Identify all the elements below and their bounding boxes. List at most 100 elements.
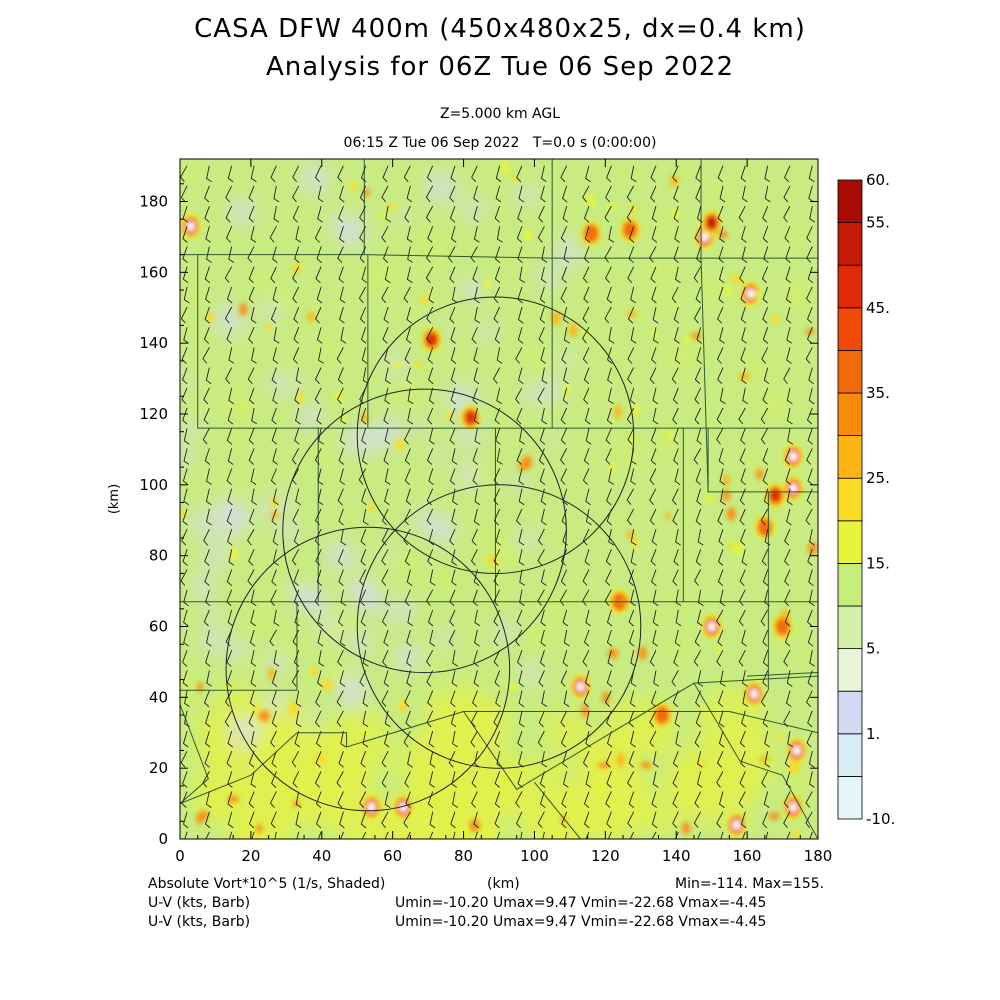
wind-barb	[251, 488, 258, 506]
wind-barb	[650, 266, 657, 284]
wind-barb	[247, 569, 255, 586]
wind-barb	[337, 246, 344, 263]
wind-barb	[718, 528, 724, 546]
wind-barb	[361, 407, 367, 425]
wind-barb	[403, 427, 411, 445]
wind-barb	[740, 165, 746, 183]
colorbar-label: 5.	[866, 640, 880, 658]
wind-barb	[339, 286, 346, 304]
wind-barb	[517, 306, 524, 324]
texture-patch	[547, 434, 561, 448]
wind-barb	[248, 791, 255, 809]
wind-barb	[516, 609, 523, 627]
wind-barb	[271, 751, 277, 768]
wind-barb	[381, 609, 389, 627]
wind-barb	[225, 629, 233, 647]
wind-barb	[785, 286, 792, 304]
wind-barb	[786, 327, 792, 344]
wind-barb	[494, 327, 501, 344]
wind-barb	[672, 569, 679, 586]
wind-barb	[539, 650, 546, 667]
wind-barb	[450, 710, 457, 728]
field-texture	[180, 161, 818, 839]
wind-barb	[784, 528, 791, 546]
texture-patch	[349, 633, 372, 655]
wind-barb	[515, 508, 523, 526]
wind-barb	[449, 205, 456, 223]
wind-barb	[449, 428, 456, 445]
texture-patch	[430, 447, 445, 462]
wind-barb	[585, 609, 591, 627]
wind-barb	[426, 670, 434, 687]
wind-barb	[584, 226, 591, 243]
wind-barb	[270, 589, 277, 607]
wind-barb	[360, 327, 367, 344]
wind-barb	[226, 286, 233, 304]
wind-barb	[786, 347, 792, 364]
wind-barb	[474, 286, 480, 304]
wind-barb	[361, 428, 367, 445]
wind-barb	[605, 448, 612, 465]
texture-patch	[614, 431, 622, 438]
wind-barb	[562, 751, 568, 768]
wind-barb	[406, 367, 412, 385]
wind-barb	[249, 690, 256, 708]
y-tick-label: 0	[158, 830, 168, 848]
wind-barb	[271, 428, 278, 445]
texture-patch	[321, 629, 331, 639]
texture-patch	[428, 516, 456, 544]
wind-barb	[719, 185, 726, 203]
wind-barb	[471, 165, 478, 183]
texture-patch	[230, 716, 260, 746]
wind-barb	[182, 549, 188, 566]
wind-barb	[652, 407, 659, 425]
wind-barb	[360, 811, 367, 829]
wind-barb	[248, 811, 255, 829]
wind-barb	[808, 165, 815, 183]
wind-barb	[694, 791, 702, 808]
colorbar-segment	[837, 435, 863, 479]
texture-patch	[208, 526, 222, 540]
wind-barb	[784, 549, 791, 566]
vorticity-speck	[717, 230, 728, 239]
wind-barb	[362, 367, 369, 384]
texture-patch	[426, 173, 457, 204]
texture-patch	[750, 361, 766, 377]
wind-barb	[741, 226, 747, 243]
wind-barb	[292, 185, 300, 203]
texture-patch	[287, 376, 297, 386]
wind-barb	[202, 427, 210, 445]
wind-barb	[492, 367, 501, 384]
wind-barb	[787, 730, 794, 748]
wind-barb	[672, 771, 679, 788]
wind-barb	[250, 226, 257, 243]
wind-barb	[183, 629, 189, 647]
wind-barb	[361, 831, 367, 839]
wind-barb	[719, 327, 725, 344]
wind-barb	[292, 286, 300, 304]
wind-barb	[649, 246, 657, 263]
wind-barb	[808, 185, 814, 203]
wind-barb	[336, 710, 344, 728]
vorticity-speck	[780, 609, 790, 621]
wind-barb	[428, 730, 435, 748]
vorticity-speck	[788, 760, 800, 775]
wind-barb	[652, 327, 659, 344]
vorticity-speck	[258, 710, 271, 722]
vorticity-speck	[368, 501, 376, 513]
wind-barb	[425, 205, 434, 223]
wind-barb	[694, 407, 702, 425]
wind-barb	[314, 589, 322, 606]
wind-barb	[807, 629, 814, 647]
wind-barb	[650, 428, 657, 445]
texture-patch	[206, 606, 221, 621]
wind-barb	[762, 650, 769, 667]
wind-barb	[785, 771, 792, 788]
texture-patch	[215, 305, 245, 335]
wind-barb	[627, 428, 635, 445]
wind-barb	[672, 387, 679, 405]
wind-barb	[718, 246, 724, 263]
wind-barb	[337, 791, 344, 809]
wind-barb	[630, 286, 636, 304]
vorticity-speck	[523, 229, 533, 242]
